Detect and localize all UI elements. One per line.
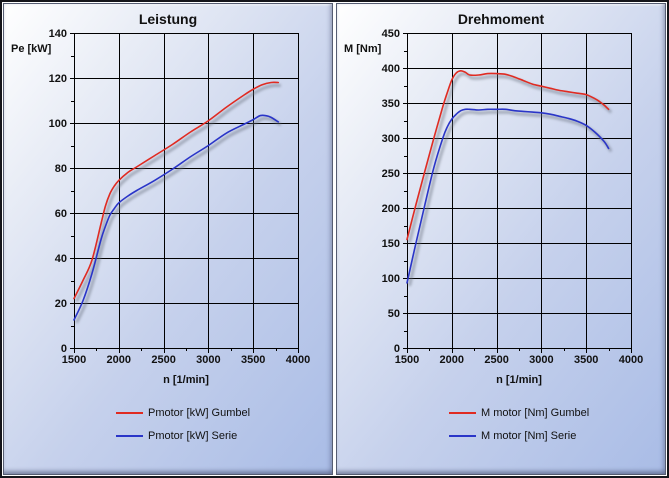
curve-gumbel xyxy=(406,69,610,241)
curve-gumbel xyxy=(73,81,280,300)
power-chart-panel: Leistung Pe [kW] 1500 2000 2500 3000 3500 400… xyxy=(3,3,333,475)
legend-label: M motor [Nm] Gumbel xyxy=(481,406,590,419)
svg-text:140: 140 xyxy=(49,28,67,40)
svg-text:120: 120 xyxy=(49,73,67,85)
power-legend: Pmotor [kW] Gumbel Pmotor [kW] Serie xyxy=(116,401,250,447)
svg-text:150: 150 xyxy=(382,238,400,250)
tick-labels: 1500 2000 2500 3000 3500 4000 0 50 100 150 200 250 3… xyxy=(382,28,644,366)
torque-plot: 1500 2000 2500 3000 3500 4000 0 50 100 150 200 250 3… xyxy=(382,28,644,366)
torque-chart-panel: Drehmoment M [Nm] 1500 2000 2500 3000 3500 40… xyxy=(336,3,666,475)
power-chart-title: Leistung xyxy=(138,11,198,27)
svg-text:100: 100 xyxy=(49,118,67,130)
power-plot: 1500 2000 2500 3000 3500 4000 0 20 40 60 80 100 120 1… xyxy=(49,28,311,366)
svg-text:300: 300 xyxy=(382,133,400,145)
svg-text:60: 60 xyxy=(55,208,67,220)
legend-item: Pmotor [kW] Gumbel xyxy=(116,401,250,424)
svg-text:3000: 3000 xyxy=(529,354,553,366)
torque-legend: M motor [Nm] Gumbel M motor [Nm] Serie xyxy=(449,401,589,447)
svg-text:350: 350 xyxy=(382,98,400,110)
svg-text:450: 450 xyxy=(382,28,400,40)
legend-item: M motor [Nm] Serie xyxy=(449,424,589,447)
curve-shadow xyxy=(75,83,281,303)
svg-text:20: 20 xyxy=(55,298,67,310)
legend-item: M motor [Nm] Gumbel xyxy=(449,401,589,424)
svg-text:50: 50 xyxy=(388,308,400,320)
torque-y-axis-label: M [Nm] xyxy=(344,43,382,55)
svg-text:2500: 2500 xyxy=(484,354,508,366)
svg-text:250: 250 xyxy=(382,168,400,180)
torque-chart-title: Drehmoment xyxy=(457,11,545,27)
svg-text:2000: 2000 xyxy=(107,354,131,366)
svg-text:3500: 3500 xyxy=(241,354,265,366)
svg-text:40: 40 xyxy=(55,253,67,265)
svg-text:0: 0 xyxy=(394,343,400,355)
svg-text:1500: 1500 xyxy=(395,354,419,366)
svg-text:100: 100 xyxy=(382,273,400,285)
legend-label: M motor [Nm] Serie xyxy=(481,429,577,442)
svg-text:4000: 4000 xyxy=(619,354,643,366)
legend-swatch-line xyxy=(116,434,143,437)
legend-swatch-line xyxy=(449,434,476,437)
grid xyxy=(70,33,299,353)
svg-text:0: 0 xyxy=(61,343,67,355)
legend-label: Pmotor [kW] Serie xyxy=(148,429,238,442)
svg-text:200: 200 xyxy=(382,203,400,215)
svg-text:3000: 3000 xyxy=(196,354,220,366)
svg-text:80: 80 xyxy=(55,163,67,175)
tick-labels: 1500 2000 2500 3000 3500 4000 0 20 40 60 80 100 120 1… xyxy=(49,28,311,366)
curve-shadow xyxy=(408,110,613,287)
curve-serie xyxy=(73,114,280,321)
svg-text:1500: 1500 xyxy=(62,354,86,366)
svg-text:2000: 2000 xyxy=(440,354,464,366)
torque-x-axis-label: n [1/min] xyxy=(496,374,542,386)
power-x-axis-label: n [1/min] xyxy=(163,374,209,386)
curve-shadow xyxy=(408,72,613,243)
svg-text:2500: 2500 xyxy=(151,354,175,366)
svg-text:4000: 4000 xyxy=(286,354,310,366)
curve-serie xyxy=(406,108,610,284)
legend-label: Pmotor [kW] Gumbel xyxy=(148,406,251,419)
svg-text:3500: 3500 xyxy=(574,354,598,366)
svg-text:400: 400 xyxy=(382,63,400,75)
legend-swatch-line xyxy=(449,411,476,414)
curve-shadow xyxy=(75,116,282,324)
legend-item: Pmotor [kW] Serie xyxy=(116,424,250,447)
legend-swatch-line xyxy=(116,411,143,414)
power-y-axis-label: Pe [kW] xyxy=(11,43,52,55)
